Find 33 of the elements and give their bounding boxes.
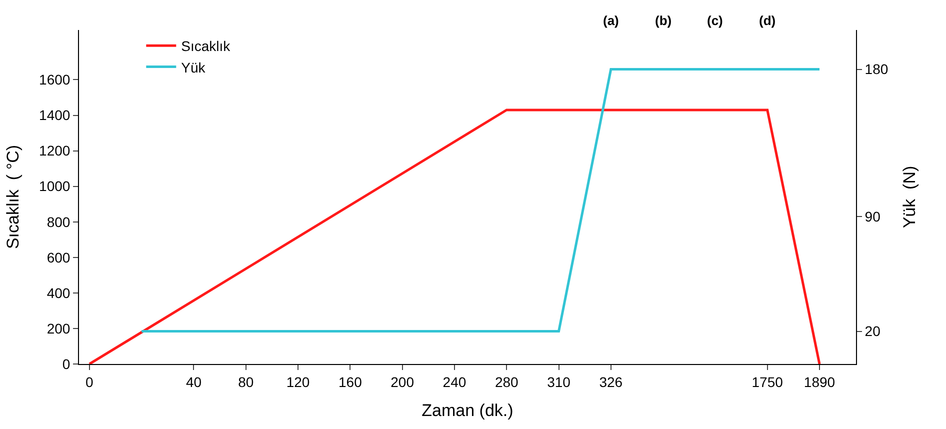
legend-label: Yük [181, 59, 206, 76]
y-tick-label: 1400 [39, 107, 70, 124]
x-tick-label: 40 [186, 374, 202, 390]
x-tick-label: 0 [86, 374, 94, 390]
x-tick-label: 240 [442, 374, 466, 390]
y-axis-title: Sıcaklık ( °C) [4, 144, 23, 250]
x-tick-label: 326 [599, 374, 623, 390]
x-tick-label: 200 [390, 374, 414, 390]
x-tick-label: 120 [286, 374, 310, 390]
y2-tick-label: 90 [864, 208, 881, 225]
x-tick-label: 80 [238, 374, 254, 390]
text: (c) [707, 13, 723, 28]
y-tick-label: 400 [46, 284, 70, 301]
y-tick-label: 200 [46, 320, 70, 336]
y-tick-label: 1200 [39, 142, 70, 159]
x-tick-label: 1890 [804, 374, 836, 390]
text: (d) [759, 13, 776, 28]
y-tick-label: 0 [62, 356, 70, 372]
y2-tick-label: 180 [864, 61, 888, 78]
x-tick-label: 1750 [752, 374, 784, 390]
legend-label: Sıcaklık [181, 38, 232, 54]
text: (a) [603, 13, 619, 28]
y-tick-label: 600 [46, 249, 70, 266]
x-tick-label: 280 [494, 374, 519, 390]
y-tick-label: 1600 [39, 72, 70, 88]
x-axis-title: Zaman (dk.) [422, 401, 514, 420]
y-tick-label: 1000 [39, 178, 70, 194]
y2-tick-label: 20 [864, 323, 881, 340]
x-tick-label: 310 [547, 374, 571, 390]
text: (b) [655, 13, 672, 28]
x-tick-label: 160 [338, 374, 362, 390]
y-tick-label: 800 [46, 214, 70, 230]
y2-axis-title: Yük (N) [900, 166, 919, 228]
